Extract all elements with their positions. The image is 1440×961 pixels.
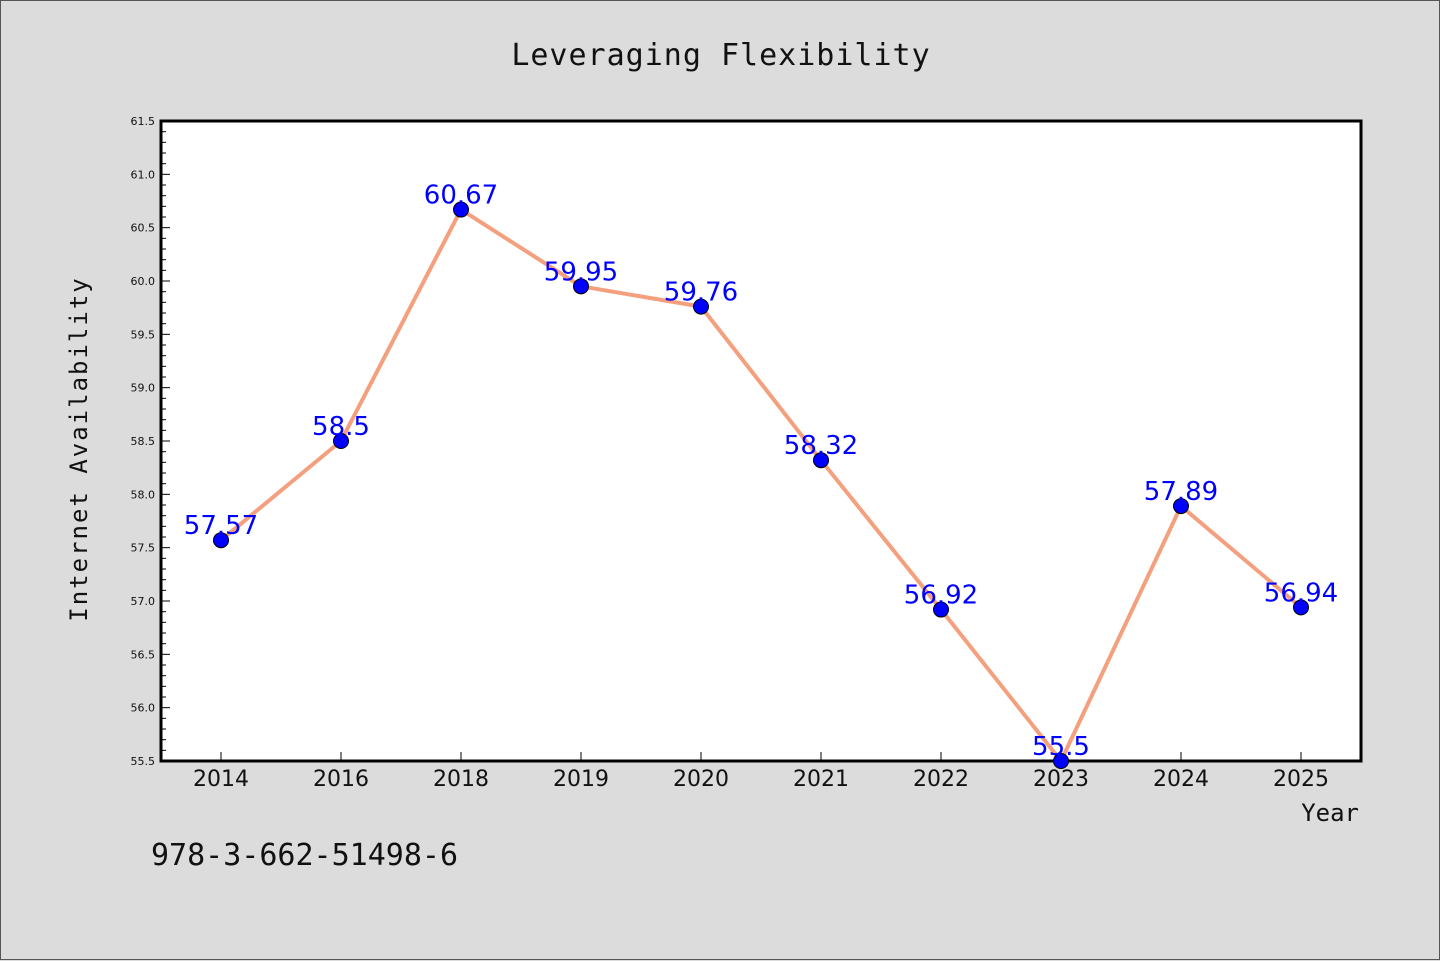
y-tick-label: 60.0	[131, 275, 156, 288]
y-axis-label: Internet Availability	[65, 276, 93, 621]
data-point	[813, 452, 829, 469]
x-tick-label: 2018	[433, 767, 489, 792]
y-tick-label: 59.5	[131, 328, 156, 341]
x-axis: 2014 2016 2018 2019 2020 2021 2022 2023 2024 2025	[193, 752, 1329, 792]
x-tick-label: 2023	[1033, 767, 1089, 792]
data-point	[1173, 498, 1189, 515]
data-point	[333, 433, 349, 449]
data-label: 55.5	[1032, 732, 1090, 762]
y-tick-label: 58.0	[131, 488, 156, 501]
plot-area	[159, 119, 1363, 763]
y-tick-label: 57.0	[131, 595, 156, 608]
data-point	[1293, 599, 1309, 616]
y-tick-label: 60.5	[131, 222, 156, 235]
data-point	[453, 201, 469, 218]
y-tick-label: 56.5	[131, 648, 156, 661]
data-point	[213, 532, 229, 549]
x-axis-label: Year	[1301, 799, 1359, 827]
data-label: 56.94	[1264, 578, 1338, 608]
y-tick-label: 55.5	[131, 755, 156, 768]
data-point	[933, 601, 949, 618]
y-tick-label: 58.5	[131, 435, 156, 448]
data-label: 57.57	[184, 511, 258, 541]
data-label: 59.76	[664, 278, 738, 308]
data-label: 59.95	[544, 257, 618, 287]
data-point	[1053, 753, 1069, 769]
data-point	[573, 278, 589, 295]
series-line	[219, 207, 1303, 763]
data-label: 60.67	[424, 181, 498, 211]
y-tick-label: 56.0	[131, 702, 156, 715]
y-tick-label: 61.5	[131, 115, 156, 128]
y-tick-label: 57.5	[131, 542, 156, 555]
data-label: 58.5	[312, 412, 370, 442]
series-layer: 57.57 58.5 60.67 59.95 59.76 58.32 56.92 55.5 57…	[184, 181, 1338, 769]
data-label: 56.92	[904, 581, 978, 611]
x-tick-label: 2016	[313, 767, 369, 792]
chart-title: Leveraging Flexibility	[511, 38, 930, 73]
x-tick-label: 2019	[553, 767, 609, 792]
x-tick-label: 2022	[913, 767, 969, 792]
data-label: 57.89	[1144, 477, 1218, 507]
x-tick-label: 2014	[193, 767, 249, 792]
x-tick-label: 2020	[673, 767, 729, 792]
x-tick-label: 2025	[1273, 767, 1329, 792]
y-tick-label: 61.0	[131, 168, 156, 181]
data-label: 58.32	[784, 431, 858, 461]
x-tick-label: 2021	[793, 767, 849, 792]
data-point	[693, 298, 709, 315]
y-axis: 55.5 56.0 56.5 57.0 57.5 58.0 58.5 59.0 59.5 60.0…	[131, 115, 170, 768]
x-tick-label: 2024	[1153, 767, 1209, 792]
isbn-text: 978-3-662-51498-6	[151, 838, 458, 873]
y-tick-label: 59.0	[131, 382, 156, 395]
